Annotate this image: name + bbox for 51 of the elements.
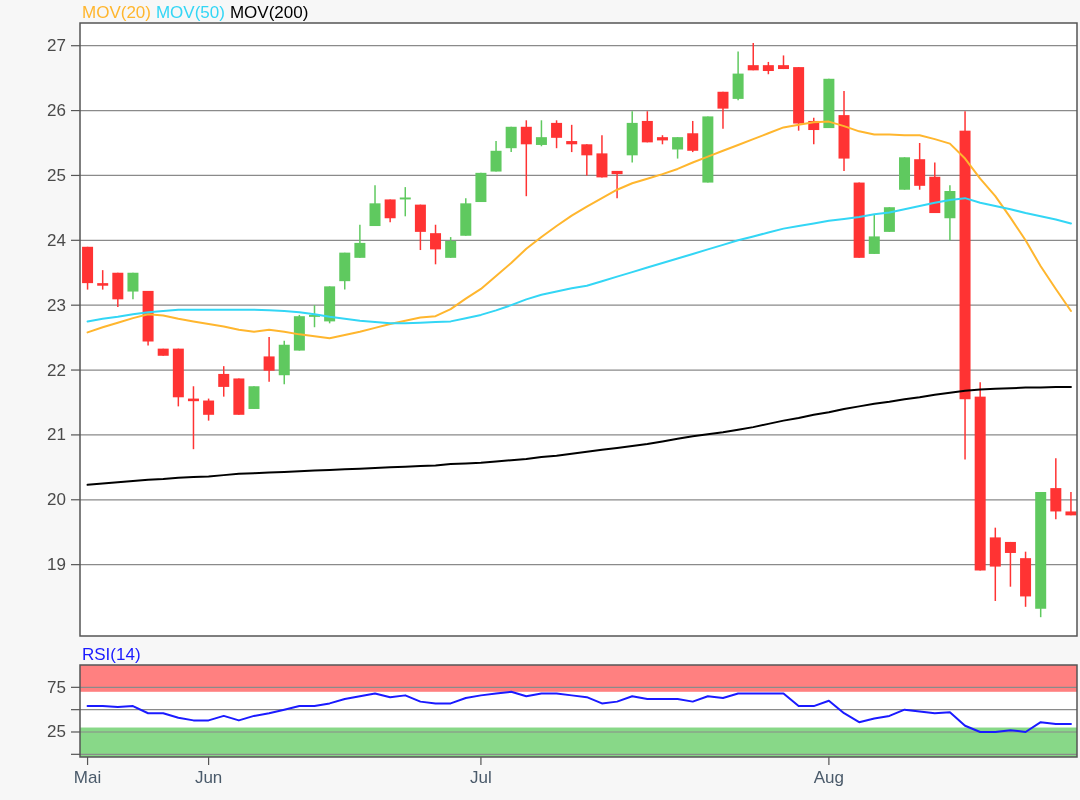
candlestick (430, 223, 442, 266)
candlestick (384, 198, 396, 223)
line-series (86, 690, 1072, 733)
x-tick-label: Aug (813, 768, 845, 787)
y-tick-label: 25 (47, 722, 66, 742)
candlestick (717, 91, 729, 130)
y-tick-label: 27 (47, 36, 66, 56)
candlestick (263, 336, 275, 383)
candlestick (354, 223, 366, 259)
x-tick-label: Mai (73, 768, 102, 787)
text: MOV(200) (229, 3, 309, 22)
y-tick-label: 20 (47, 490, 66, 510)
candlestick (551, 119, 563, 149)
y-tick-label: 75 (47, 677, 66, 697)
candlestick (1004, 541, 1016, 588)
candlestick (868, 214, 880, 255)
candlestick (490, 140, 502, 173)
x-tick-label: Jun (194, 768, 223, 787)
candlestick (611, 170, 623, 199)
y-tick-label: 25 (47, 165, 66, 185)
y-tick-label: 26 (47, 101, 66, 121)
x-tick-label: Jul (470, 768, 492, 787)
candlestick (505, 126, 517, 153)
y-tick-label: 22 (47, 360, 66, 380)
candlestick (218, 365, 230, 398)
text: MOV(50) (155, 3, 225, 22)
y-tick-label: 21 (47, 425, 66, 445)
candlestick (1050, 457, 1062, 520)
candlestick (97, 269, 109, 291)
candlestick (248, 385, 260, 410)
candlestick (641, 110, 653, 144)
candlestick (399, 186, 411, 218)
y-tick-label: 23 (47, 295, 66, 315)
candlestick (672, 136, 684, 160)
candlestick (581, 143, 593, 177)
candlestick (445, 236, 457, 259)
line-series (86, 197, 1072, 325)
candlestick (535, 119, 547, 147)
y-tick-label: 19 (47, 555, 66, 575)
y-tick-label: 24 (47, 230, 66, 250)
candlestick (747, 42, 759, 72)
candlestick (566, 124, 578, 153)
line-series (86, 120, 1072, 340)
text: MOV(20) (82, 3, 151, 22)
candlestick (369, 184, 381, 227)
candlestick (687, 120, 699, 153)
candlestick (520, 119, 532, 197)
candlestick (203, 397, 215, 422)
text: RSI(14) (82, 645, 141, 664)
candlestick (127, 271, 139, 301)
line-series (86, 385, 1072, 486)
